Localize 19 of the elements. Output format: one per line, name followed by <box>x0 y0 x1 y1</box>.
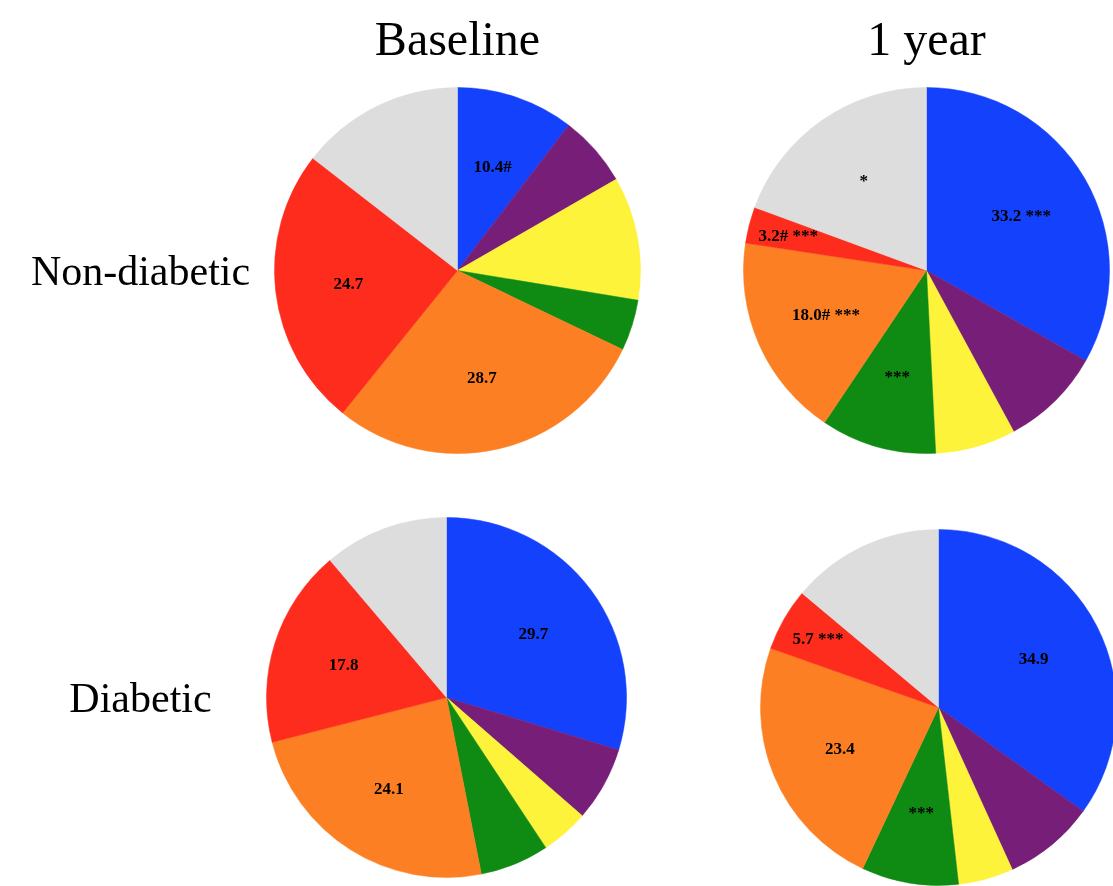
data-label: 23.4 <box>825 739 856 759</box>
data-label: 33.2 *** <box>991 205 1052 225</box>
data-label: *** <box>908 803 934 823</box>
data-label: 18.0# *** <box>792 305 861 325</box>
data-label: 5.7 *** <box>792 629 844 649</box>
text: Non-diabetic <box>30 247 251 294</box>
data-label: 29.7 <box>518 623 549 643</box>
data-label: 24.1 <box>374 779 404 799</box>
data-label: * <box>859 170 868 190</box>
data-label: 34.9 <box>1018 649 1049 669</box>
data-label: 10.4# <box>473 157 513 177</box>
data-label: 17.8 <box>328 655 359 675</box>
data-label: 3.2# *** <box>758 225 818 245</box>
text: Diabetic <box>69 674 212 721</box>
data-label: *** <box>884 366 910 386</box>
chart-title: Baseline <box>374 12 541 65</box>
data-label: 28.7 <box>466 368 498 388</box>
data-label: 24.7 <box>333 273 364 293</box>
chart-title: 1 year <box>867 12 986 65</box>
